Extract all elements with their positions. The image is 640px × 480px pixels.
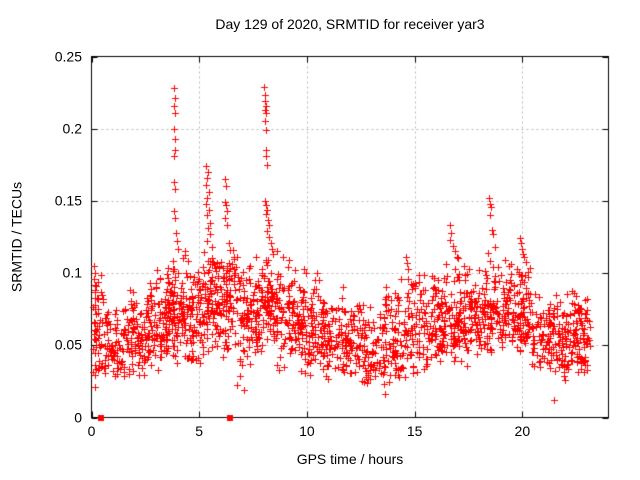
x-tick-label: 0 xyxy=(87,423,96,439)
chart-title: Day 129 of 2020, SRMTID for receiver yar… xyxy=(215,16,485,32)
y-tick-label: 0.15 xyxy=(54,192,82,209)
x-tick-label: 15 xyxy=(406,423,423,439)
x-axis-label: GPS time / hours xyxy=(296,451,404,467)
x-tick-label: 20 xyxy=(514,423,531,439)
y-tick-label: 0.05 xyxy=(54,336,82,353)
y-tick-label: 0.2 xyxy=(62,120,82,137)
x-tick-label: 10 xyxy=(299,423,315,439)
x-tick-label: 5 xyxy=(195,423,204,439)
y-tick-label: 0 xyxy=(74,409,82,425)
y-tick-label: 0.1 xyxy=(62,264,82,281)
y-tick-label: 0.25 xyxy=(54,48,82,64)
y-axis-label: SRMTID / TECUs xyxy=(8,181,25,293)
